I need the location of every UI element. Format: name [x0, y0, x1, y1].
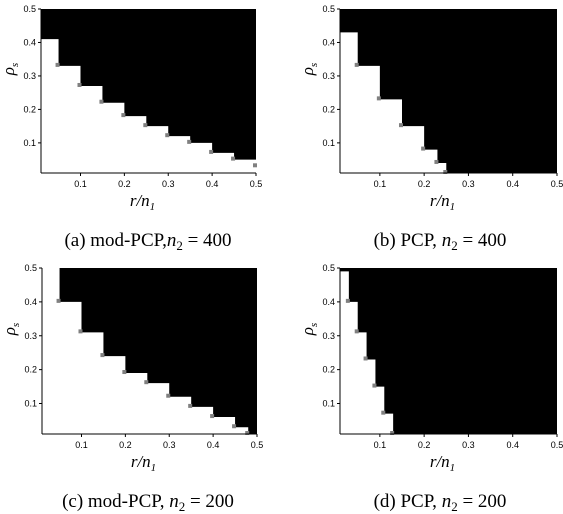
x-tick-label: 0.1	[74, 179, 87, 189]
x-tick-label: 0.5	[250, 179, 263, 189]
x-tick-label: 0.3	[162, 179, 175, 189]
x-axis-label: r/n1	[131, 452, 156, 474]
boundary-pixel	[99, 99, 104, 104]
panel-caption: (c) mod-PCP, n2 = 200	[62, 491, 234, 514]
boundary-pixel	[210, 414, 215, 419]
boundary-pixel	[143, 123, 148, 128]
y-tick-label: 0.1	[23, 138, 36, 148]
x-tick-label: 0.4	[207, 440, 220, 450]
x-tick-label: 0.3	[462, 179, 475, 189]
y-axis-label: ρs	[298, 323, 320, 336]
x-axis-label: r/n1	[130, 191, 155, 213]
boundary-pixel	[188, 403, 193, 408]
boundary-pixel	[434, 159, 439, 164]
x-tick-label: 0.5	[551, 179, 563, 189]
x-tick-label: 0.1	[75, 440, 88, 450]
y-tick-label: 0.5	[322, 263, 335, 273]
boundary-pixel	[421, 146, 426, 151]
boundary-pixel	[354, 62, 359, 67]
x-tick-label: 0.5	[551, 440, 563, 450]
boundary-pixel	[165, 133, 170, 138]
boundary-pixel	[232, 424, 237, 429]
boundary-pixel	[376, 96, 381, 101]
boundary-pixel	[390, 431, 395, 435]
panel-caption: (a) mod-PCP,n2 = 400	[64, 230, 231, 253]
chart-panel-0: 0.1 0.2 0.3 0.4 0.5 0.1 0.2 0.3 0.4 0.5 r/n1 ρs (a) …	[0, 4, 262, 253]
x-tick-label: 0.3	[163, 440, 176, 450]
y-tick-label: 0.4	[24, 297, 37, 307]
y-axis-label: ρs	[298, 63, 320, 76]
y-tick-label: 0.5	[24, 263, 37, 273]
y-tick-label: 0.5	[322, 4, 335, 14]
y-tick-label: 0.2	[24, 365, 37, 375]
y-tick-label: 0.2	[322, 104, 335, 114]
success-region	[340, 271, 394, 434]
success-region	[340, 32, 447, 173]
boundary-pixel	[245, 431, 250, 435]
chart-panel-2: 0.1 0.2 0.3 0.4 0.5 0.1 0.2 0.3 0.4 0.5 r/n1 ρs (c) …	[0, 263, 263, 514]
x-tick-label: 0.2	[118, 179, 131, 189]
x-tick-label: 0.2	[418, 440, 431, 450]
boundary-pixel	[345, 298, 350, 303]
boundary-pixel	[144, 380, 149, 385]
boundary-pixel	[77, 82, 82, 87]
y-tick-label: 0.1	[322, 399, 335, 409]
panel-caption: (b) PCP, n2 = 400	[374, 230, 507, 253]
y-tick-label: 0.1	[24, 399, 37, 409]
boundary-pixel	[209, 149, 214, 154]
y-tick-label: 0.1	[322, 138, 335, 148]
y-tick-label: 0.3	[322, 331, 335, 341]
success-region	[42, 268, 249, 434]
boundary-pixel	[122, 370, 127, 375]
y-tick-label: 0.3	[322, 71, 335, 81]
y-tick-label: 0.4	[322, 37, 335, 47]
y-axis-label: ρs	[0, 323, 22, 336]
y-tick-label: 0.3	[24, 331, 37, 341]
x-tick-label: 0.4	[506, 179, 519, 189]
x-tick-label: 0.4	[506, 440, 519, 450]
x-tick-label: 0.2	[119, 440, 132, 450]
x-tick-label: 0.1	[374, 179, 387, 189]
boundary-pixel	[381, 410, 386, 415]
boundary-pixel	[78, 329, 83, 334]
y-tick-label: 0.2	[322, 365, 335, 375]
x-tick-label: 0.1	[374, 440, 387, 450]
x-tick-label: 0.3	[462, 440, 475, 450]
boundary-pixel	[253, 163, 257, 168]
boundary-pixel	[231, 156, 236, 161]
success-region	[41, 39, 256, 173]
boundary-pixel	[399, 123, 403, 128]
boundary-pixel	[100, 353, 105, 358]
boundary-pixel	[166, 393, 171, 398]
x-axis-label: r/n1	[430, 191, 455, 213]
chart-panel-3: 0.1 0.2 0.3 0.4 0.5 0.1 0.2 0.3 0.4 0.5 r/n1 ρs (d) …	[298, 263, 563, 514]
y-tick-label: 0.3	[23, 71, 36, 81]
boundary-pixel	[354, 329, 359, 334]
y-axis-label: ρs	[0, 63, 21, 76]
boundary-pixel	[372, 383, 377, 388]
y-tick-label: 0.4	[322, 297, 335, 307]
x-tick-label: 0.5	[251, 440, 264, 450]
x-axis-label: r/n1	[430, 452, 455, 474]
y-tick-label: 0.5	[23, 4, 36, 14]
boundary-pixel	[187, 139, 192, 144]
boundary-pixel	[56, 298, 61, 303]
panel-caption: (d) PCP, n2 = 200	[374, 491, 507, 514]
boundary-pixel	[55, 62, 60, 67]
x-tick-label: 0.2	[418, 179, 431, 189]
x-tick-label: 0.4	[206, 179, 219, 189]
y-tick-label: 0.2	[23, 104, 36, 114]
boundary-pixel	[363, 356, 368, 361]
y-tick-label: 0.4	[23, 37, 36, 47]
boundary-pixel	[443, 170, 448, 174]
boundary-pixel	[121, 113, 126, 118]
chart-panel-1: 0.1 0.2 0.3 0.4 0.5 0.1 0.2 0.3 0.4 0.5 r/n1 ρs (b) …	[298, 4, 563, 253]
